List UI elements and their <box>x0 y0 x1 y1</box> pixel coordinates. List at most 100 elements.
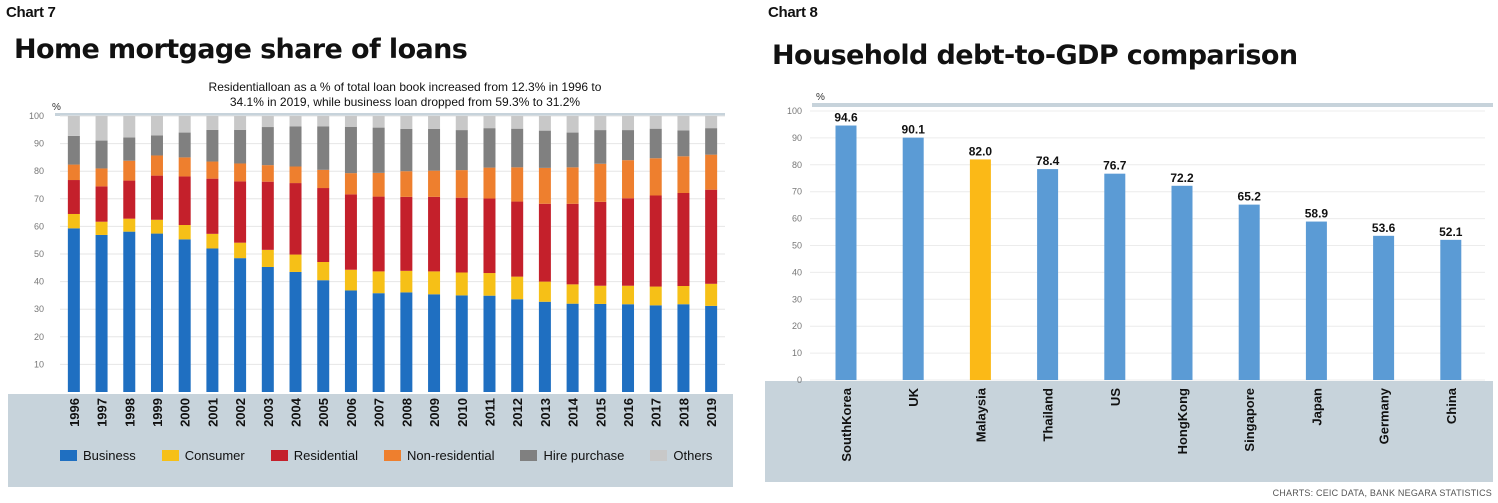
chart7-x-label: 2010 <box>455 398 470 427</box>
chart7-bar-segment <box>594 130 607 164</box>
chart7-legend-item: Others <box>650 448 712 463</box>
chart8-value-label: 90.1 <box>902 123 926 137</box>
chart7-bar-segment <box>455 130 468 171</box>
chart7-bar-segment <box>705 189 718 284</box>
chart7-y-tick: 90 <box>34 139 44 149</box>
chart8-bar <box>1104 173 1126 380</box>
chart7-bar-segment <box>622 198 635 286</box>
chart7-bar-segment <box>428 294 441 392</box>
chart7-bars <box>67 116 718 392</box>
chart7-bar-segment <box>511 276 524 300</box>
chart7-x-label: 2004 <box>289 397 304 427</box>
chart7-top-rule <box>55 113 725 116</box>
chart7-bar-segment <box>317 126 330 170</box>
chart7-bar-segment <box>123 116 136 138</box>
chart7-bar-segment <box>317 262 330 281</box>
chart7-bar-segment <box>428 116 441 129</box>
chart8-value-label: 58.9 <box>1305 207 1329 221</box>
chart7-bar-segment <box>234 116 247 130</box>
chart7-bar-segment <box>289 271 302 392</box>
chart8-y-tick: 60 <box>792 214 802 224</box>
chart8-gridlines: 0 10 20 30 40 50 60 70 80 90 100 <box>787 106 1485 385</box>
chart8-bar <box>1373 235 1395 380</box>
chart7-x-label: 2001 <box>205 398 220 427</box>
chart8-y-tick: 20 <box>792 321 802 331</box>
chart7-bar-segment <box>538 203 551 282</box>
chart7-bar-segment <box>649 116 662 129</box>
chart7-bar-segment <box>206 116 219 130</box>
chart7-legend-label: Consumer <box>184 448 245 463</box>
chart7-bar-segment <box>538 301 551 392</box>
chart8-y-unit: % <box>816 92 825 103</box>
chart7-x-label: 2012 <box>510 398 525 427</box>
chart8-y-tick: 40 <box>792 267 802 277</box>
chart7-x-label: 2017 <box>649 398 664 427</box>
chart7-x-label: 2013 <box>538 398 553 427</box>
chart8-x-label: Malaysia <box>973 387 988 442</box>
chart7-x-label: 2006 <box>344 398 359 427</box>
chart7-bar-segment <box>677 130 690 157</box>
chart7-bar-segment <box>150 233 163 392</box>
chart7-bar-segment <box>289 183 302 255</box>
chart7-bar-segment <box>234 258 247 392</box>
chart7-y-tick: 50 <box>34 249 44 259</box>
chart7-bar-segment <box>150 155 163 176</box>
chart8-x-label: Thailand <box>1041 388 1056 442</box>
chart7-bar-segment <box>566 203 579 285</box>
chart7-bar-segment <box>95 116 108 141</box>
chart7-bar-segment <box>566 284 579 304</box>
chart8-x-label: US <box>1108 388 1123 406</box>
chart7-y-tick: 100 <box>29 111 44 121</box>
chart7-bar-segment <box>428 271 441 295</box>
chart7-legend-item: Consumer <box>161 448 245 463</box>
chart7-bar-segment <box>455 170 468 198</box>
chart8-axis-band <box>765 381 1493 482</box>
chart7-bar-segment <box>483 167 496 199</box>
chart7-legend-item: Non-residential <box>384 448 494 463</box>
chart7-bar-segment <box>67 180 80 214</box>
chart7-bar-segment <box>372 271 385 294</box>
chart8-y-tick: 0 <box>797 375 802 385</box>
chart7-bar-segment <box>677 116 690 131</box>
chart7-legend-label: Hire purchase <box>543 448 625 463</box>
chart7-x-label: 2007 <box>372 398 387 427</box>
chart7-x-label: 2011 <box>482 398 497 426</box>
chart7-x-label: 2005 <box>316 398 331 427</box>
chart7-legend-swatch <box>384 450 402 461</box>
chart7-axis-band <box>8 394 733 487</box>
chart7-bar-segment <box>538 130 551 168</box>
chart7-y-unit: % <box>52 102 61 113</box>
chart8-value-label: 52.1 <box>1439 225 1463 239</box>
chart8-title: Household debt-to-GDP comparison <box>772 40 1298 71</box>
chart7-bar-segment <box>150 116 163 136</box>
chart7-bar-segment <box>400 128 413 172</box>
chart7-legend-item: Business <box>60 448 136 463</box>
chart8-source: CHARTS: CEIC DATA, BANK NEGARA STATISTIC… <box>1272 488 1492 498</box>
chart8-y-tick: 80 <box>792 160 802 170</box>
chart8-panel: Chart 8 Household debt-to-GDP comparison… <box>760 0 1498 503</box>
chart7-legend-item: Hire purchase <box>520 448 624 463</box>
chart7-bar-segment <box>538 281 551 302</box>
chart7-bar-segment <box>677 193 690 287</box>
chart8-bar <box>902 137 924 380</box>
chart8-bar <box>969 159 991 380</box>
chart7-bar-segment <box>95 234 108 392</box>
chart7-bar-segment <box>206 129 219 162</box>
chart7-legend-label: Others <box>673 448 713 463</box>
chart8-value-label: 53.6 <box>1372 221 1396 235</box>
chart7-legend: Business Consumer Residential Non-residenti… <box>60 448 738 463</box>
chart8-value-label: 82.0 <box>969 144 993 158</box>
chart7-bar-segment <box>483 198 496 274</box>
chart7-bar-segment <box>372 196 385 272</box>
chart7-bar-segment <box>206 161 219 179</box>
chart8-tag: Chart 8 <box>768 4 818 21</box>
chart7-bar-segment <box>594 163 607 202</box>
chart8-x-label: Japan <box>1309 388 1324 426</box>
chart7-bar-segment <box>123 231 136 392</box>
chart7-bar-segment <box>483 273 496 296</box>
chart7-y-tick: 60 <box>34 221 44 231</box>
chart7-bar-segment <box>677 156 690 194</box>
chart7-bar-segment <box>344 173 357 195</box>
chart7-bar-segment <box>594 116 607 131</box>
chart8-x-label: SouthKorea <box>839 387 854 461</box>
